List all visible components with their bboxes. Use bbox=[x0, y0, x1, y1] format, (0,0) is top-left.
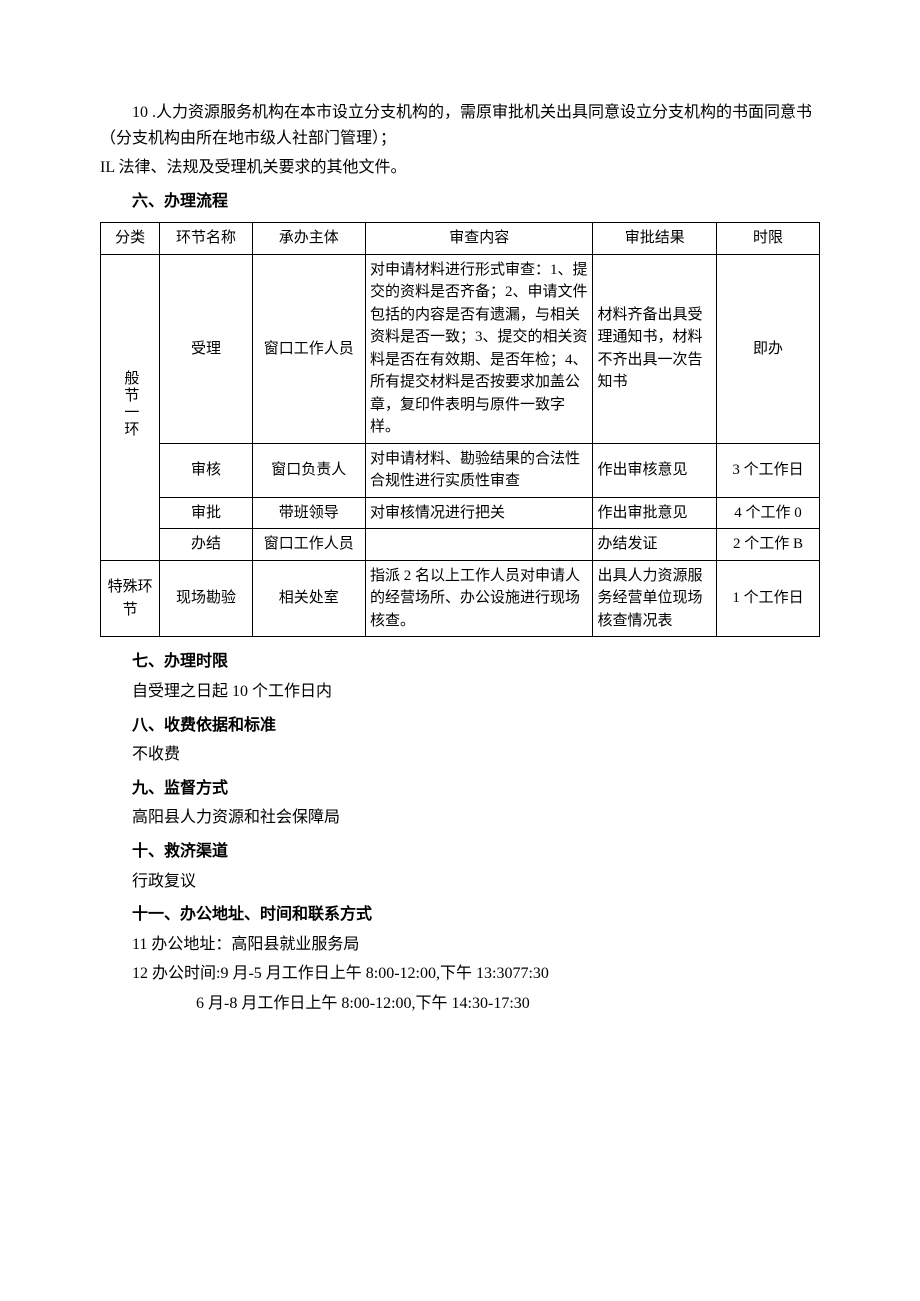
cell-check: 对申请材料进行形式审查：1、提交的资料是否齐备；2、申请文件包括的内容是否有遗漏… bbox=[365, 254, 593, 443]
cell-time: 2 个工作 B bbox=[717, 529, 820, 561]
process-table: 分类 环节名称 承办主体 审查内容 审批结果 时限 般节一环 受理 窗口工作人员… bbox=[100, 222, 820, 637]
cell-result: 出具人力资源服务经营单位现场核查情况表 bbox=[593, 560, 717, 637]
sec11-title: 十一、办公地址、时间和联系方式 bbox=[100, 902, 820, 928]
sec7-title: 七、办理时限 bbox=[100, 649, 820, 675]
cell-result: 作出审批意见 bbox=[593, 497, 717, 529]
cell-result: 作出审核意见 bbox=[593, 443, 717, 497]
sec11-time2: 6 月-8 月工作日上午 8:00-12:00,下午 14:30-17:30 bbox=[100, 991, 820, 1017]
cell-owner: 窗口工作人员 bbox=[252, 529, 365, 561]
sec10-title: 十、救济渠道 bbox=[100, 839, 820, 865]
intro-p1: 10 .人力资源服务机构在本市设立分支机构的，需原审批机关出具同意设立分支机构的… bbox=[100, 100, 820, 151]
sec11-time1: 12 办公时间:9 月-5 月工作日上午 8:00-12:00,下午 13:30… bbox=[100, 961, 820, 987]
sec6-title: 六、办理流程 bbox=[100, 189, 820, 215]
cell-time: 4 个工作 0 bbox=[717, 497, 820, 529]
sec11-addr: 11 办公地址：高阳县就业服务局 bbox=[100, 932, 820, 958]
sec7-body: 自受理之日起 10 个工作日内 bbox=[100, 679, 820, 705]
th-check: 审查内容 bbox=[365, 223, 593, 255]
table-row: 审批 带班领导 对审核情况进行把关 作出审批意见 4 个工作 0 bbox=[101, 497, 820, 529]
cell-step: 审批 bbox=[160, 497, 252, 529]
table-header-row: 分类 环节名称 承办主体 审查内容 审批结果 时限 bbox=[101, 223, 820, 255]
cell-step: 现场勘验 bbox=[160, 560, 252, 637]
sec8-title: 八、收费依据和标准 bbox=[100, 713, 820, 739]
th-owner: 承办主体 bbox=[252, 223, 365, 255]
cell-check: 对申请材料、勘验结果的合法性合规性进行实质性审查 bbox=[365, 443, 593, 497]
table-row: 般节一环 受理 窗口工作人员 对申请材料进行形式审查：1、提交的资料是否齐备；2… bbox=[101, 254, 820, 443]
cell-category-general: 般节一环 bbox=[101, 254, 160, 560]
table-row: 审核 窗口负责人 对申请材料、勘验结果的合法性合规性进行实质性审查 作出审核意见… bbox=[101, 443, 820, 497]
cell-time: 1 个工作日 bbox=[717, 560, 820, 637]
cell-step: 受理 bbox=[160, 254, 252, 443]
th-step: 环节名称 bbox=[160, 223, 252, 255]
vertical-label: 般节一环 bbox=[119, 370, 142, 438]
sec9-title: 九、监督方式 bbox=[100, 776, 820, 802]
cell-step: 审核 bbox=[160, 443, 252, 497]
table-row: 特殊环节 现场勘验 相关处室 指派 2 名以上工作人员对申请人的经营场所、办公设… bbox=[101, 560, 820, 637]
th-result: 审批结果 bbox=[593, 223, 717, 255]
th-time: 时限 bbox=[717, 223, 820, 255]
cell-owner: 相关处室 bbox=[252, 560, 365, 637]
cell-owner: 带班领导 bbox=[252, 497, 365, 529]
sec8-body: 不收费 bbox=[100, 742, 820, 768]
cell-category-special: 特殊环节 bbox=[101, 560, 160, 637]
cell-owner: 窗口负责人 bbox=[252, 443, 365, 497]
cell-time: 3 个工作日 bbox=[717, 443, 820, 497]
intro-p2: IL 法律、法规及受理机关要求的其他文件。 bbox=[100, 155, 820, 181]
cell-time: 即办 bbox=[717, 254, 820, 443]
cell-owner: 窗口工作人员 bbox=[252, 254, 365, 443]
table-row: 办结 窗口工作人员 办结发证 2 个工作 B bbox=[101, 529, 820, 561]
sec10-body: 行政复议 bbox=[100, 869, 820, 895]
page: 10 .人力资源服务机构在本市设立分支机构的，需原审批机关出具同意设立分支机构的… bbox=[0, 0, 920, 1081]
cell-check bbox=[365, 529, 593, 561]
cell-check: 对审核情况进行把关 bbox=[365, 497, 593, 529]
cell-step: 办结 bbox=[160, 529, 252, 561]
cell-result: 办结发证 bbox=[593, 529, 717, 561]
cell-result: 材料齐备出具受理通知书，材料不齐出具一次告知书 bbox=[593, 254, 717, 443]
th-category: 分类 bbox=[101, 223, 160, 255]
cell-check: 指派 2 名以上工作人员对申请人的经营场所、办公设施进行现场核查。 bbox=[365, 560, 593, 637]
sec9-body: 高阳县人力资源和社会保障局 bbox=[100, 805, 820, 831]
